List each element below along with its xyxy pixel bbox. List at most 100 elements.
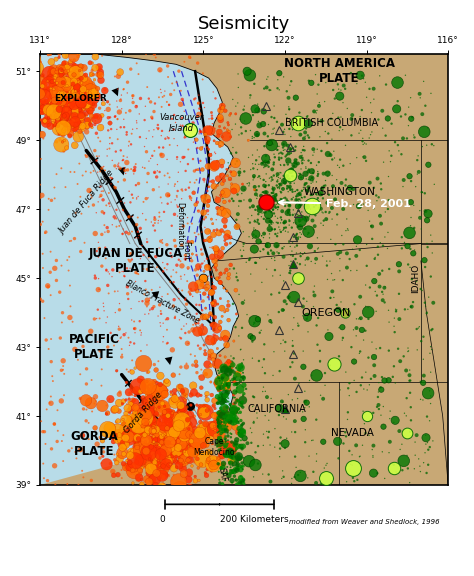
Point <box>223 266 230 275</box>
Point <box>282 226 289 236</box>
Point <box>155 383 163 392</box>
Point <box>204 360 211 369</box>
Point <box>230 187 237 196</box>
Point <box>237 362 244 372</box>
Point <box>424 209 432 218</box>
Point <box>51 94 59 103</box>
Point <box>235 417 242 426</box>
Point <box>164 423 171 433</box>
Point <box>85 202 92 211</box>
Point <box>149 435 156 445</box>
Point <box>299 311 307 320</box>
Point <box>262 196 270 205</box>
Point <box>203 389 211 398</box>
Point <box>122 228 130 237</box>
Point <box>50 108 58 117</box>
Text: GORDA
PLATE: GORDA PLATE <box>71 430 118 457</box>
Point <box>73 93 81 103</box>
Point <box>302 164 310 173</box>
Point <box>128 304 135 313</box>
Point <box>265 191 273 200</box>
Point <box>381 232 389 241</box>
Point <box>210 137 218 146</box>
Point <box>218 451 226 460</box>
Point <box>305 133 313 142</box>
Point <box>221 307 228 316</box>
Point <box>210 230 217 239</box>
Point <box>126 463 133 472</box>
Point <box>98 381 105 391</box>
Point <box>251 317 258 326</box>
Point <box>189 154 197 164</box>
Point <box>353 314 360 324</box>
Point <box>214 412 221 422</box>
Point <box>79 100 87 109</box>
Point <box>283 300 291 309</box>
Point <box>422 302 429 311</box>
Point <box>239 242 247 251</box>
Point <box>184 339 192 348</box>
Point <box>276 323 283 332</box>
Point <box>203 254 211 263</box>
Point <box>163 240 171 249</box>
Point <box>215 414 222 423</box>
Point <box>77 86 84 96</box>
Point <box>62 69 69 78</box>
Point <box>76 91 83 100</box>
Point <box>403 134 410 143</box>
Point <box>119 229 127 238</box>
Point <box>125 141 132 150</box>
Point <box>212 94 219 103</box>
Point <box>176 333 183 342</box>
Point <box>69 79 77 89</box>
Point <box>40 79 47 89</box>
Point <box>151 475 159 484</box>
Point <box>50 85 57 94</box>
Point <box>246 254 254 263</box>
Point <box>272 191 279 200</box>
Point <box>166 410 174 419</box>
Point <box>381 298 388 307</box>
Point <box>151 425 159 434</box>
Point <box>63 92 71 101</box>
Point <box>240 246 247 255</box>
Point <box>200 329 208 339</box>
Point <box>404 260 412 269</box>
Point <box>217 367 225 376</box>
Point <box>237 245 244 255</box>
Point <box>111 183 119 192</box>
Point <box>145 253 153 262</box>
Point <box>45 105 52 115</box>
Point <box>374 250 382 259</box>
Point <box>114 450 121 459</box>
Point <box>122 433 129 442</box>
Point <box>293 196 301 205</box>
Point <box>288 474 296 483</box>
Point <box>180 214 187 223</box>
Point <box>72 112 79 122</box>
Point <box>62 92 70 101</box>
Point <box>163 471 171 480</box>
Point <box>249 164 257 173</box>
Point <box>228 194 236 203</box>
Point <box>139 209 146 218</box>
Point <box>321 127 329 136</box>
Point <box>264 157 272 166</box>
Point <box>168 436 176 445</box>
Point <box>225 450 233 460</box>
Point <box>156 384 164 393</box>
Point <box>164 460 172 469</box>
Point <box>179 411 186 420</box>
Point <box>107 179 115 188</box>
Point <box>374 174 381 183</box>
Point <box>263 239 270 248</box>
Point <box>214 399 222 408</box>
Point <box>145 473 152 483</box>
Point <box>349 463 357 472</box>
Point <box>216 386 224 395</box>
Point <box>271 194 278 203</box>
Point <box>125 367 132 376</box>
Point <box>170 301 177 310</box>
Point <box>64 256 71 265</box>
Point <box>65 252 73 262</box>
